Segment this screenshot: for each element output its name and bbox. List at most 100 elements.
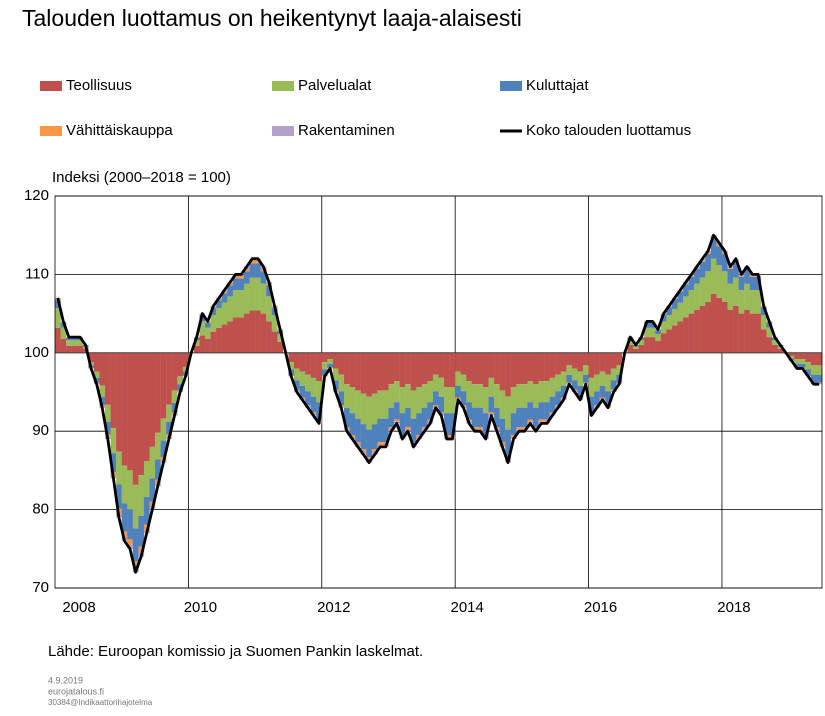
bar-segment	[360, 424, 367, 450]
bar-segment	[755, 276, 762, 291]
bar-segment	[749, 276, 756, 291]
legend-swatch	[272, 81, 294, 91]
bar-segment	[310, 412, 317, 414]
bar-segment	[544, 381, 550, 403]
bar-segment	[238, 275, 245, 279]
bar-segment	[805, 352, 812, 363]
bar-segment	[505, 396, 511, 430]
bar-segment	[210, 315, 217, 332]
bar-segment	[577, 352, 584, 372]
bar-segment	[510, 387, 517, 414]
bar-segment	[327, 359, 334, 364]
bar-segment	[683, 317, 689, 353]
bar-segment	[216, 327, 222, 353]
bar-segment	[494, 407, 500, 428]
bar-segment	[488, 412, 495, 414]
bar-segment	[705, 301, 712, 353]
bar-segment	[477, 407, 484, 428]
bar-segment	[744, 283, 750, 310]
bar-segment	[305, 352, 311, 375]
bar-segment	[438, 412, 445, 414]
x-tick-label: 2012	[317, 599, 350, 616]
bar-segment	[477, 352, 484, 385]
bar-segment	[666, 307, 673, 316]
bar-segment	[744, 309, 750, 353]
bar-segment	[221, 293, 228, 303]
bar-segment	[666, 315, 673, 330]
footer-id: 30384@Indikaattorihajotelma	[48, 698, 153, 707]
bar-segment	[788, 352, 795, 356]
plot-frame	[54, 195, 823, 589]
bar-segment	[721, 301, 728, 353]
bar-segment	[371, 424, 378, 450]
bar-segment	[205, 327, 211, 339]
bar-segment	[299, 371, 306, 386]
bar-segment	[727, 267, 734, 269]
bar-segment	[382, 418, 389, 443]
bar-segment	[360, 393, 367, 425]
bar-segment	[416, 413, 423, 436]
bar-segment	[255, 260, 261, 264]
bar-segment	[638, 340, 645, 345]
bar-segment	[616, 365, 623, 375]
footer-site: eurojatalous.fi	[48, 686, 104, 696]
bar-segment	[588, 377, 595, 397]
bar-segment	[132, 352, 139, 485]
bar-segment	[293, 380, 300, 390]
bar-segment	[260, 283, 267, 314]
bar-segment	[599, 397, 606, 400]
bar-segment	[349, 413, 356, 436]
bar-segment	[544, 352, 550, 382]
bar-segment	[699, 305, 706, 353]
bar-segment	[505, 429, 511, 458]
bar-segment	[210, 331, 217, 353]
bar-segment	[610, 368, 617, 381]
bar-segment	[699, 261, 706, 278]
bar-segment	[355, 442, 361, 446]
bar-segment	[394, 352, 400, 382]
bar-segment	[633, 348, 639, 353]
bar-segment	[238, 317, 245, 353]
bar-segment	[555, 374, 561, 392]
bar-segment	[516, 384, 523, 408]
x-tick-label: 2018	[717, 599, 750, 616]
bar-segment	[77, 345, 83, 353]
bar-segment	[516, 407, 523, 428]
bar-segment	[727, 283, 734, 310]
bar-segment	[449, 352, 456, 388]
bar-segment	[755, 313, 762, 353]
bar-segment	[127, 470, 134, 510]
bar-segment	[366, 457, 373, 461]
bar-segment	[182, 366, 189, 372]
y-tick-label: 70	[32, 579, 49, 596]
bar-segment	[721, 254, 728, 272]
bar-segment	[332, 352, 339, 369]
bar-segment	[293, 352, 300, 369]
bar-segment	[171, 390, 178, 403]
bar-segment	[388, 352, 395, 385]
bar-segment	[249, 310, 256, 353]
bar-segment	[99, 385, 106, 397]
bar-segment	[227, 285, 234, 297]
source: Lähde: Euroopan komissio ja Suomen Panki…	[48, 643, 423, 660]
bar-segment	[338, 352, 345, 375]
bar-segment	[266, 285, 272, 297]
bar-segment	[471, 407, 478, 428]
bar-segment	[388, 384, 395, 408]
bar-segment	[338, 391, 345, 406]
bar-segment	[405, 427, 411, 430]
bar-segment	[138, 515, 145, 547]
bar-segment	[521, 427, 528, 430]
bar-segment	[349, 387, 356, 414]
bar-segment	[716, 246, 723, 265]
bar-segment	[538, 352, 545, 382]
bar-segment	[416, 435, 423, 438]
bar-segment	[155, 352, 161, 433]
bar-segment	[738, 290, 745, 314]
bar-segment	[316, 352, 322, 382]
bar-segment	[510, 413, 517, 436]
bar-segment	[116, 352, 122, 452]
bar-segment	[71, 345, 78, 353]
bar-segment	[421, 407, 428, 428]
